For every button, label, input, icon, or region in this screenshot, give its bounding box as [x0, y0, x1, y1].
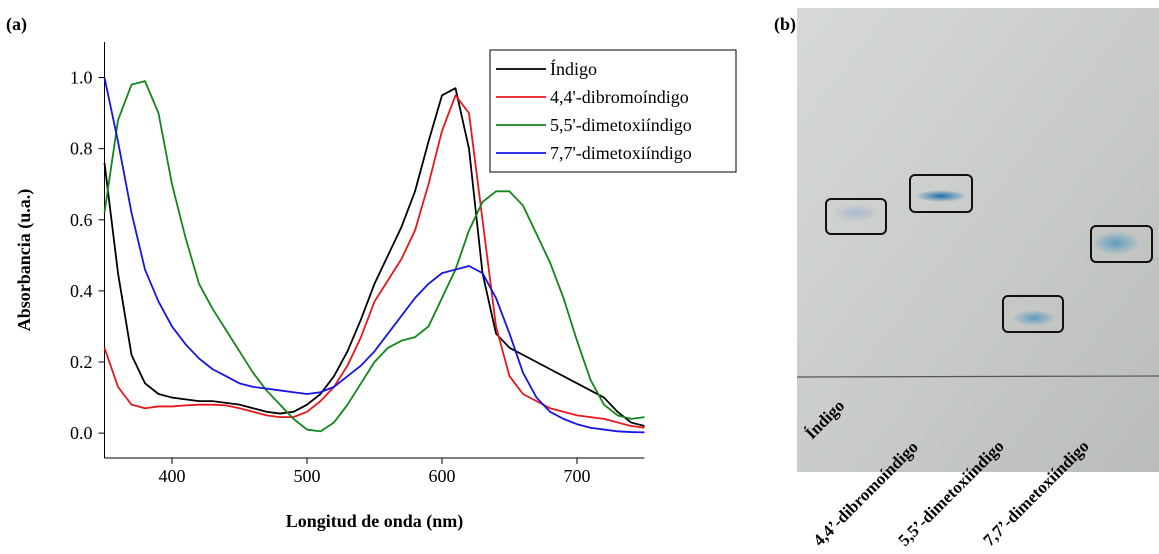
legend-label: 5,5'-dimetoxiíndigo — [550, 115, 692, 135]
series-line — [103, 77, 645, 434]
spot — [832, 204, 880, 222]
series-line — [103, 94, 645, 429]
y-axis-title: Absorbancia (u.a.) — [14, 189, 35, 332]
x-axis-title: Longitud de onda (nm) — [286, 511, 464, 532]
panel-label: (b) — [774, 14, 796, 35]
spectrum-chart: 0.0 0.2 0.4 0.6 0.8 1.0 400 500 600 700 Longitud d… — [14, 42, 737, 532]
x-tick-label: 600 — [429, 466, 456, 486]
spot-box — [909, 174, 973, 213]
spot-box — [1002, 295, 1064, 333]
spot — [915, 190, 967, 202]
x-tick-label: 700 — [564, 466, 591, 486]
spot — [1092, 231, 1140, 255]
legend-box — [489, 49, 737, 173]
spot-box — [1090, 225, 1153, 263]
x-tick-label: 500 — [294, 466, 321, 486]
y-tick-label: 0.8 — [70, 139, 93, 159]
y-tick-label: 0.0 — [70, 423, 93, 443]
y-tick-label: 1.0 — [70, 68, 93, 88]
y-tick-label: 0.6 — [70, 210, 93, 230]
panel-label: (a) — [6, 14, 27, 35]
legend-label: 4,4'-dibromoíndigo — [550, 87, 689, 107]
x-tick-label: 400 — [159, 466, 186, 486]
spot — [1012, 310, 1056, 326]
tlc-plate: (b) — [774, 8, 1159, 472]
series-line — [103, 80, 645, 433]
y-tick-label: 0.4 — [70, 281, 93, 301]
legend-label: Índigo — [550, 58, 597, 79]
spot-box — [825, 198, 887, 235]
series-line — [103, 87, 645, 427]
baseline — [796, 375, 1159, 378]
y-tick-label: 0.2 — [70, 352, 93, 372]
legend-label: 7,7'-dimetoxiíndigo — [550, 143, 692, 163]
